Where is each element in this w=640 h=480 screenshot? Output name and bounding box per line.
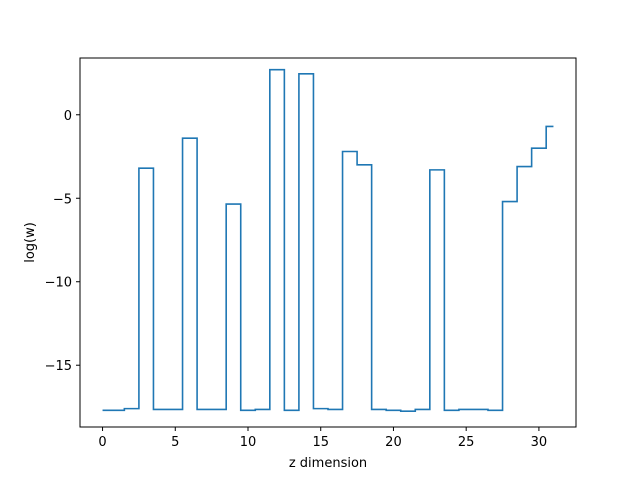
data-point — [189, 137, 191, 139]
data-point — [465, 409, 467, 411]
y-tick-label: −15 — [45, 359, 72, 374]
data-point — [378, 409, 380, 411]
x-axis: 0 5 10 15 20 25 30 — [98, 427, 547, 450]
data-point — [204, 409, 206, 411]
plot-frame — [79, 57, 577, 428]
data-point — [218, 409, 220, 411]
data-point — [422, 409, 424, 411]
data-point — [174, 409, 176, 411]
data-point — [480, 409, 482, 411]
data-point — [247, 410, 249, 412]
x-tick-label: 25 — [458, 435, 475, 450]
data-point — [102, 410, 104, 412]
x-axis-label: z dimension — [289, 456, 367, 471]
data-point — [393, 410, 395, 412]
data-point — [524, 166, 526, 168]
plot-area — [80, 58, 576, 427]
x-tick-label: 20 — [385, 435, 402, 450]
y-axis-label: log(w) — [23, 222, 38, 263]
y-tick-label: −5 — [53, 192, 72, 207]
data-point — [145, 167, 147, 169]
data-point — [494, 410, 496, 412]
data-point — [262, 409, 264, 411]
series-layer — [102, 68, 555, 412]
data-point — [116, 410, 118, 412]
data-point — [538, 147, 540, 149]
series-line — [102, 68, 554, 412]
data-point — [451, 410, 453, 412]
data-point — [160, 409, 162, 411]
data-point — [436, 169, 438, 171]
x-tick-label: 15 — [312, 435, 329, 450]
data-point — [553, 126, 555, 128]
data-point — [334, 409, 336, 411]
data-point — [131, 408, 133, 410]
y-tick-label: 0 — [64, 109, 72, 124]
data-point — [320, 408, 322, 410]
data-point — [276, 69, 278, 71]
x-tick-label: 5 — [171, 435, 179, 450]
data-point — [509, 201, 511, 203]
x-tick-label: 30 — [531, 435, 548, 450]
x-tick-label: 0 — [98, 435, 106, 450]
data-point — [305, 73, 307, 75]
y-axis: 0 −5 −10 −15 — [45, 109, 80, 374]
data-point — [233, 203, 235, 205]
y-tick-label: −10 — [45, 276, 72, 291]
data-point — [364, 164, 366, 166]
x-tick-label: 10 — [240, 435, 257, 450]
data-point — [291, 410, 293, 412]
data-point — [407, 410, 409, 412]
data-point — [349, 151, 351, 153]
